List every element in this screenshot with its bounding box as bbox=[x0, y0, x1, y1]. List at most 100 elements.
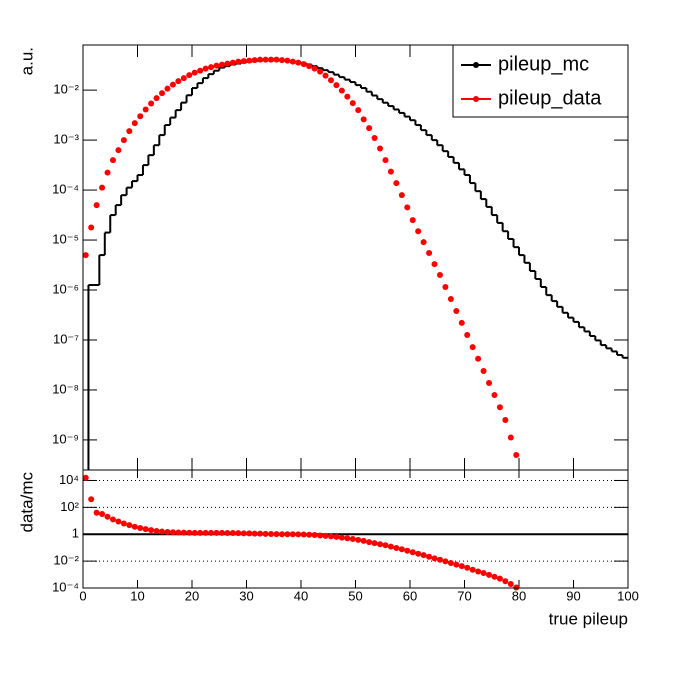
plot-frame bbox=[82, 469, 629, 589]
y-tick-label: 10⁻⁶ bbox=[52, 281, 79, 296]
y-tick-label: 10⁻⁴ bbox=[52, 182, 79, 197]
data-point bbox=[159, 90, 166, 97]
data-point bbox=[142, 526, 149, 533]
data-point bbox=[213, 62, 220, 69]
data-point bbox=[273, 56, 280, 63]
data-point bbox=[426, 553, 433, 560]
data-point bbox=[333, 533, 340, 540]
data-point bbox=[109, 157, 116, 164]
step-connector bbox=[87, 60, 624, 470]
data-point bbox=[349, 100, 356, 107]
data-point bbox=[317, 532, 324, 539]
data-point bbox=[126, 128, 133, 135]
y-tick-label: 10⁻² bbox=[53, 553, 79, 568]
data-point bbox=[355, 536, 362, 543]
data-point bbox=[311, 532, 318, 539]
data-point bbox=[289, 531, 296, 538]
data-point bbox=[175, 78, 182, 85]
y-tick-label: 10⁻⁵ bbox=[52, 231, 79, 246]
y-tick-label: 1 bbox=[72, 526, 79, 541]
data-point bbox=[82, 474, 89, 481]
legend-label: pileup_mc bbox=[498, 53, 589, 75]
data-point bbox=[104, 169, 111, 176]
data-point bbox=[436, 556, 443, 563]
data-point bbox=[224, 530, 231, 537]
data-point bbox=[246, 57, 253, 64]
x-tick-label: 80 bbox=[512, 588, 526, 603]
data-point bbox=[393, 544, 400, 551]
data-point bbox=[268, 530, 275, 537]
x-tick-label: 0 bbox=[79, 588, 86, 603]
data-point bbox=[398, 546, 405, 553]
data-point bbox=[115, 147, 122, 154]
y-tick-label: 10² bbox=[60, 499, 79, 514]
data-point bbox=[186, 529, 193, 536]
data-point bbox=[186, 72, 193, 79]
data-point bbox=[431, 555, 438, 562]
data-point bbox=[109, 516, 116, 523]
y-tick-label: 10⁻⁴ bbox=[52, 579, 79, 594]
y-tick-label: 10⁻⁷ bbox=[53, 331, 79, 346]
data-point bbox=[338, 87, 345, 94]
data-point bbox=[251, 57, 258, 64]
data-point bbox=[442, 558, 449, 565]
data-point bbox=[344, 535, 351, 542]
data-point bbox=[507, 434, 514, 441]
data-point bbox=[453, 308, 460, 315]
data-point bbox=[93, 509, 100, 516]
data-point bbox=[120, 520, 127, 527]
data-point bbox=[104, 513, 111, 520]
data-point bbox=[131, 523, 138, 530]
data-point bbox=[409, 549, 416, 556]
x-axis-title: true pileup bbox=[549, 609, 628, 628]
x-tick-label: 10 bbox=[130, 588, 144, 603]
data-point bbox=[202, 65, 209, 72]
y-tick-label: 10⁻² bbox=[53, 82, 79, 97]
y-tick-label: 10⁻³ bbox=[53, 132, 79, 147]
data-point bbox=[480, 367, 487, 374]
x-tick-label: 40 bbox=[294, 588, 308, 603]
y-axis-title: data/mc bbox=[17, 472, 36, 533]
data-point bbox=[273, 531, 280, 538]
legend-box bbox=[452, 44, 629, 118]
data-point bbox=[436, 271, 443, 278]
data-point bbox=[300, 531, 307, 538]
data-point bbox=[295, 59, 302, 66]
y-tick-label: 10⁻⁹ bbox=[52, 431, 79, 446]
data-point bbox=[349, 536, 356, 543]
data-point bbox=[88, 496, 95, 503]
data-point bbox=[502, 417, 509, 424]
data-point bbox=[268, 56, 275, 63]
data-point bbox=[120, 137, 127, 144]
x-tick-label: 90 bbox=[566, 588, 580, 603]
data-point bbox=[360, 537, 367, 544]
data-point bbox=[240, 58, 247, 65]
data-point bbox=[262, 530, 269, 537]
data-point bbox=[251, 530, 258, 537]
data-point bbox=[88, 224, 95, 231]
data-point bbox=[131, 120, 138, 127]
data-point bbox=[409, 217, 416, 224]
data-point bbox=[153, 527, 160, 534]
data-point bbox=[475, 568, 482, 575]
data-point bbox=[469, 344, 476, 351]
data-point bbox=[284, 57, 291, 64]
data-point bbox=[148, 100, 155, 107]
data-point bbox=[148, 527, 155, 534]
data-point bbox=[496, 575, 503, 582]
data-point bbox=[240, 530, 247, 537]
data-point bbox=[191, 69, 198, 76]
data-point bbox=[382, 157, 389, 164]
data-point bbox=[99, 184, 106, 191]
data-point bbox=[289, 58, 296, 65]
data-point bbox=[366, 125, 373, 132]
data-point bbox=[153, 95, 160, 102]
data-point bbox=[82, 252, 89, 259]
data-point bbox=[431, 261, 438, 268]
data-point bbox=[317, 68, 324, 75]
data-point bbox=[453, 561, 460, 568]
x-tick-label: 100 bbox=[617, 588, 639, 603]
data-point bbox=[159, 528, 166, 535]
data-point bbox=[278, 531, 285, 538]
data-point bbox=[393, 180, 400, 187]
